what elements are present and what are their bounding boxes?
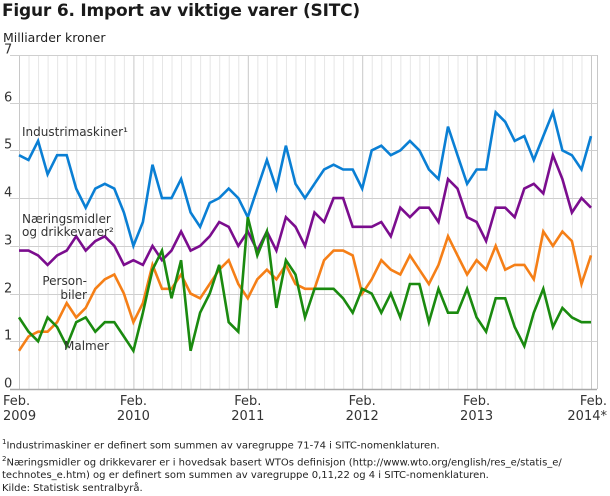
series-label: Malmer: [64, 339, 109, 353]
y-axis-ticks: 0 1 2 3 4 5 6 7: [4, 43, 12, 392]
y-tick-label: 6: [4, 91, 12, 106]
y-tick-label: 0: [4, 377, 12, 392]
y-tick-label: 3: [4, 234, 12, 249]
y-tick-label: 1: [4, 329, 12, 344]
series-label: Industrimaskiner¹: [22, 125, 128, 139]
x-tick-label-year: 2013: [460, 409, 493, 424]
y-tick-label: 4: [4, 186, 12, 201]
y-tick-label: 7: [4, 43, 12, 58]
chart-title: Figur 6. Import av viktige varer (SITC): [2, 1, 360, 21]
footnote-marker: 1: [2, 438, 7, 446]
series-label: og drikkevarer²: [22, 225, 114, 239]
x-tick-label-year: 2010: [117, 409, 150, 424]
series-line-personbiler: [17, 228, 593, 352]
y-tick-label: 2: [4, 282, 12, 297]
series-line-industrimaskiner: [18, 108, 593, 250]
x-tick-label-month: Feb.: [120, 394, 147, 409]
series-label: Næringsmidler: [22, 212, 111, 226]
x-tick-label-month: Feb.: [234, 394, 261, 409]
x-tick-label-year: 2014*: [567, 409, 607, 424]
footnote-2-continued: technotes_e.htm) og er definert som summ…: [2, 469, 489, 481]
x-tick-label-month: Feb.: [349, 394, 376, 409]
x-tick-label-year: 2009: [3, 409, 36, 424]
series-line-næringsmidler-og-drikkevarer: [19, 150, 592, 267]
x-tick-label-month: Feb.: [3, 394, 30, 409]
x-tick-label-month: Feb.: [580, 394, 607, 409]
footnote-marker: 2: [2, 454, 7, 463]
series-line-malmer: [17, 216, 591, 354]
y-tick-label: 5: [4, 138, 12, 153]
x-tick-label-year: 2011: [231, 409, 264, 424]
y-axis-unit-label: Milliarder kroner: [3, 30, 106, 45]
footnote-1: 1Industrimaskiner er definert som summen…: [2, 436, 608, 453]
footnote-text: Industrimaskiner er definert som summen …: [6, 440, 440, 452]
footnote-text: Næringsmidler og drikkevarer er i hoveds…: [6, 457, 562, 469]
x-axis-ticks: Feb.2009Feb.2010Feb.2011Feb.2012Feb.2013…: [3, 394, 607, 424]
source-note: Kilde: Statistisk sentralbyrå.: [2, 483, 143, 495]
footnote-2: 2Næringsmidler og drikkevarer er i hoved…: [2, 453, 608, 470]
series-label: biler: [60, 288, 87, 302]
footnotes: 1Industrimaskiner er definert som summen…: [2, 436, 608, 496]
x-tick-label-month: Feb.: [463, 394, 490, 409]
series-lines: [17, 108, 593, 354]
x-tick-label-year: 2012: [346, 409, 379, 424]
series-label: Person-: [42, 274, 87, 288]
